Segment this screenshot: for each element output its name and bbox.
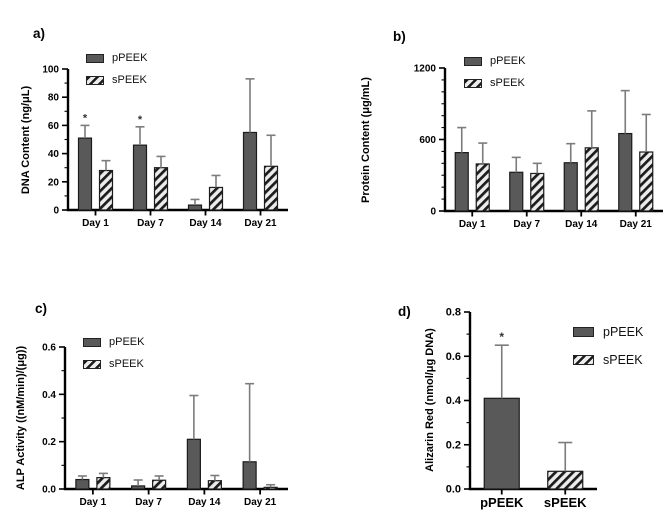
- x-category-label: Day 14: [565, 219, 598, 230]
- y-tick-label: 0.0: [446, 484, 461, 496]
- y-tick-label: 0.8: [446, 307, 461, 319]
- speek-hatch-swatch-icon: [86, 75, 104, 85]
- panel-d-label: d): [398, 304, 411, 319]
- y-tick-label: 0.2: [446, 439, 461, 451]
- legend-label-speek: sPEEK: [109, 358, 144, 370]
- panel-b-legend: pPEEK sPEEK: [464, 55, 525, 89]
- speek-hatch-swatch-icon: [83, 359, 101, 369]
- legend-label-ppeek: pPEEK: [603, 325, 644, 339]
- y-tick-label: 20: [48, 177, 60, 188]
- panel-c-legend: pPEEK sPEEK: [83, 336, 144, 370]
- legend-label-ppeek: pPEEK: [109, 336, 145, 348]
- y-tick-label: 0.2: [42, 437, 56, 448]
- x-category-label: Day 14: [189, 218, 222, 229]
- panel-a-label: a): [33, 26, 46, 41]
- y-tick-label: 0.4: [42, 390, 56, 401]
- y-tick-label: 100: [42, 65, 59, 76]
- x-category-label: Day 14: [188, 497, 221, 508]
- bar-sPEEK-sPEEK: [547, 470, 584, 490]
- panel-a-legend: pPEEK sPEEK: [86, 52, 147, 86]
- legend-item-speek: sPEEK: [464, 77, 525, 89]
- y-tick-label: 40: [48, 149, 60, 160]
- y-tick-label: 0: [430, 207, 436, 218]
- legend-item-ppeek: pPEEK: [573, 325, 643, 339]
- legend-label-ppeek: pPEEK: [112, 52, 148, 64]
- ppeek-solid-swatch-icon: [464, 56, 482, 66]
- speek-hatch-swatch-icon: [464, 78, 482, 88]
- y-tick-label: 0: [53, 206, 59, 217]
- x-category-label: Day 7: [513, 219, 540, 230]
- x-category-label: Day 21: [244, 497, 277, 508]
- x-category-label: Day 1: [80, 497, 107, 508]
- legend-item-speek: sPEEK: [86, 74, 147, 86]
- y-tick-label: 600: [419, 135, 436, 146]
- y-tick-label: 0.6: [446, 351, 461, 363]
- legend-item-speek: sPEEK: [83, 358, 144, 370]
- x-category-label: Day 21: [244, 218, 277, 229]
- x-category-label: Day 1: [459, 219, 486, 230]
- significance-star: *: [138, 114, 143, 126]
- y-tick-label: 1200: [414, 64, 437, 75]
- legend-label-speek: sPEEK: [490, 77, 525, 89]
- speek-hatch-swatch-icon: [573, 355, 594, 365]
- legend-item-ppeek: pPEEK: [83, 336, 144, 348]
- panel-c-label: c): [35, 301, 48, 316]
- panel-d-legend: pPEEK sPEEK: [573, 325, 643, 367]
- ppeek-solid-swatch-icon: [573, 327, 594, 337]
- y-tick-label: 60: [48, 121, 60, 132]
- x-category-label: Day 21: [620, 219, 653, 230]
- legend-label-speek: sPEEK: [603, 353, 643, 367]
- legend-item-ppeek: pPEEK: [464, 55, 525, 67]
- panel-b-label: b): [393, 29, 406, 44]
- x-category-label: Day 1: [82, 218, 109, 229]
- x-category-label: pPEEK: [480, 495, 524, 510]
- ppeek-solid-swatch-icon: [83, 337, 101, 347]
- legend-label-speek: sPEEK: [112, 74, 147, 86]
- legend-item-ppeek: pPEEK: [86, 52, 147, 64]
- ppeek-solid-swatch-icon: [86, 53, 104, 63]
- x-category-label: Day 7: [137, 218, 164, 229]
- legend-label-ppeek: pPEEK: [490, 55, 526, 67]
- significance-star: *: [83, 112, 88, 124]
- y-tick-label: 0.0: [42, 485, 56, 496]
- legend-item-speek: sPEEK: [573, 353, 643, 367]
- y-tick-label: 80: [48, 93, 60, 104]
- y-tick-label: 0.6: [42, 343, 56, 354]
- bar-pPEEK-pPEEK: [483, 397, 520, 490]
- significance-star: *: [499, 330, 504, 344]
- y-tick-label: 0.4: [446, 395, 462, 407]
- x-category-label: Day 7: [135, 497, 162, 508]
- x-category-label: sPEEK: [544, 495, 587, 510]
